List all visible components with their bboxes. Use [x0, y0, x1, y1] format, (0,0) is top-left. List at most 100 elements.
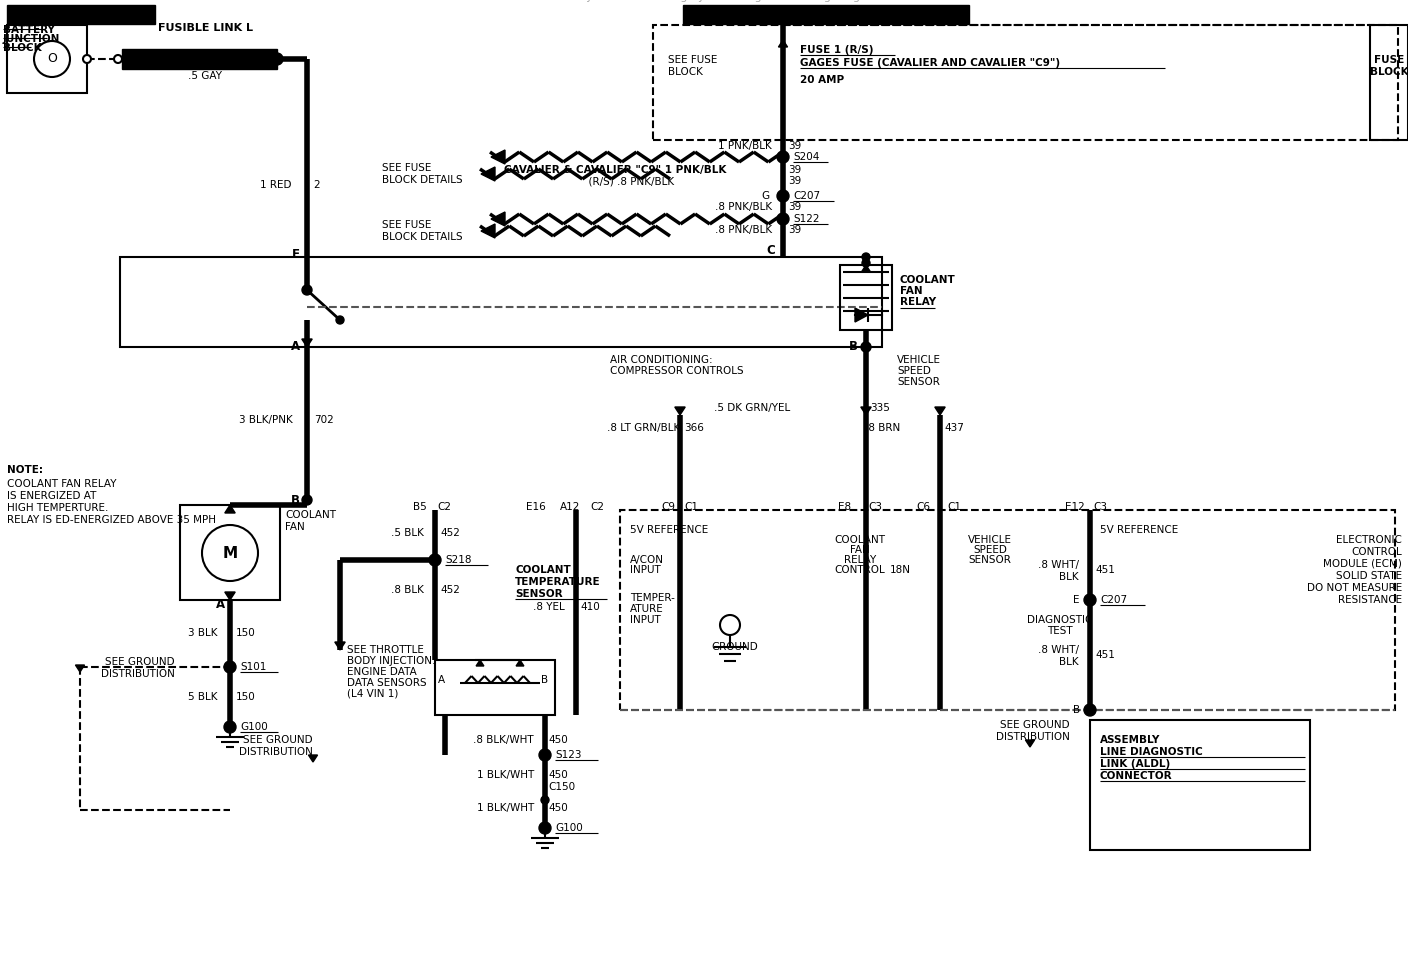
Text: RELAY: RELAY: [843, 555, 876, 565]
Text: C207: C207: [1100, 595, 1128, 605]
Text: 39: 39: [788, 202, 801, 212]
Text: C3: C3: [867, 502, 881, 512]
Text: BODY INJECTION:: BODY INJECTION:: [346, 656, 435, 666]
Bar: [1090, 720, 1309, 850]
Text: E: E: [1073, 595, 1080, 605]
Text: CONNECTOR: CONNECTOR: [1100, 771, 1173, 781]
Text: 20 AMP: 20 AMP: [800, 75, 845, 85]
Text: 1 BLK/WHT: 1 BLK/WHT: [477, 770, 534, 780]
Text: 452: 452: [439, 585, 460, 595]
Text: SEE GROUND: SEE GROUND: [244, 735, 313, 745]
Text: TEST: TEST: [1048, 626, 1073, 636]
Text: RESISTANCE: RESISTANCE: [1338, 595, 1402, 605]
Text: FAN: FAN: [900, 286, 922, 296]
Text: B: B: [1073, 705, 1080, 715]
Text: C2: C2: [436, 502, 451, 512]
Text: .8 LT GRN/BLK: .8 LT GRN/BLK: [607, 423, 680, 433]
Text: SEE THROTTLE: SEE THROTTLE: [346, 645, 424, 655]
Circle shape: [777, 213, 788, 225]
Text: FAN: FAN: [850, 545, 870, 555]
Text: 39: 39: [788, 141, 801, 151]
Text: A: A: [438, 675, 445, 685]
Polygon shape: [860, 407, 872, 415]
Text: COOLANT: COOLANT: [515, 565, 570, 575]
Text: SPEED: SPEED: [897, 366, 931, 376]
Text: .5 DK GRN/YEL: .5 DK GRN/YEL: [714, 403, 790, 413]
Polygon shape: [301, 339, 313, 347]
Text: SENSOR: SENSOR: [515, 589, 563, 599]
Circle shape: [270, 53, 283, 65]
Text: DISTRIBUTION: DISTRIBUTION: [239, 747, 313, 757]
Circle shape: [1084, 594, 1095, 606]
Text: COOLANT: COOLANT: [835, 535, 886, 545]
Polygon shape: [935, 407, 945, 415]
Text: A: A: [291, 341, 300, 353]
Text: CONTROL: CONTROL: [1352, 547, 1402, 557]
Text: BLOCK: BLOCK: [667, 67, 703, 77]
Text: 1 BLK/WHT: 1 BLK/WHT: [477, 803, 534, 813]
Text: 5V REFERENCE: 5V REFERENCE: [1100, 525, 1178, 535]
Text: E16: E16: [527, 502, 546, 512]
Text: LINK (ALDL): LINK (ALDL): [1100, 759, 1170, 769]
Text: 702: 702: [314, 415, 334, 425]
Circle shape: [777, 190, 788, 202]
Text: .8 PNK/BLK: .8 PNK/BLK: [715, 225, 772, 235]
Text: 39: 39: [788, 176, 801, 186]
Text: HOT IN RUN, BULB TEST OR START: HOT IN RUN, BULB TEST OR START: [725, 10, 926, 20]
Text: C1: C1: [948, 502, 962, 512]
Text: 2002 Chevy Cavalier Cooling System Diagram - Wiring Diagram: 2002 Chevy Cavalier Cooling System Diagr…: [525, 0, 883, 2]
Circle shape: [224, 721, 237, 733]
Text: 5 BLK: 5 BLK: [189, 692, 218, 702]
Text: DATA SENSORS: DATA SENSORS: [346, 678, 427, 688]
Circle shape: [429, 554, 441, 566]
Circle shape: [777, 151, 788, 163]
Bar: [1370, 25, 1408, 140]
Text: 2: 2: [313, 180, 320, 190]
Text: 3 BLK: 3 BLK: [189, 628, 218, 638]
Text: NOTE:: NOTE:: [7, 465, 44, 475]
Text: S101: S101: [239, 662, 266, 672]
Text: SEE FUSE: SEE FUSE: [382, 163, 431, 173]
Text: (R/S) .8 PNK/BLK: (R/S) .8 PNK/BLK: [504, 176, 674, 186]
Text: SEE GROUND: SEE GROUND: [1000, 720, 1070, 730]
Text: C1: C1: [684, 502, 698, 512]
Text: S204: S204: [793, 152, 819, 162]
Text: 1 RED: 1 RED: [259, 180, 291, 190]
Circle shape: [862, 253, 870, 261]
Polygon shape: [482, 224, 496, 238]
Circle shape: [114, 55, 122, 63]
Text: VEHICLE: VEHICLE: [897, 355, 941, 365]
Text: 150: 150: [237, 628, 256, 638]
Circle shape: [539, 822, 551, 834]
Text: C3: C3: [1093, 502, 1107, 512]
Text: JUNCTION: JUNCTION: [3, 34, 61, 44]
Polygon shape: [862, 265, 870, 272]
Polygon shape: [674, 407, 686, 415]
Text: B5: B5: [414, 502, 427, 512]
Text: COOLANT: COOLANT: [284, 510, 337, 520]
Text: S122: S122: [793, 214, 819, 224]
Text: BLOCK: BLOCK: [3, 43, 42, 53]
Text: G: G: [762, 191, 770, 201]
Text: DO NOT MEASURE: DO NOT MEASURE: [1307, 583, 1402, 593]
Text: AIR CONDITIONING:: AIR CONDITIONING:: [610, 355, 712, 365]
Polygon shape: [1025, 740, 1035, 747]
Text: ENGINE DATA: ENGINE DATA: [346, 667, 417, 677]
Text: .8 BLK: .8 BLK: [391, 585, 424, 595]
Polygon shape: [517, 660, 524, 666]
Polygon shape: [476, 660, 484, 666]
Text: 335: 335: [870, 403, 890, 413]
Polygon shape: [76, 665, 84, 672]
Text: BATTERY: BATTERY: [3, 25, 55, 35]
Text: .8 YEL: .8 YEL: [534, 602, 565, 612]
Text: RELAY: RELAY: [900, 297, 936, 307]
Text: BLK: BLK: [1059, 572, 1079, 582]
Text: 39: 39: [788, 225, 801, 235]
Text: TEMPER-: TEMPER-: [629, 593, 674, 603]
Polygon shape: [482, 167, 496, 181]
Polygon shape: [855, 308, 867, 322]
Text: A12: A12: [559, 502, 580, 512]
Text: DISTRIBUTION: DISTRIBUTION: [101, 669, 175, 679]
Text: DIAGNOSTIC: DIAGNOSTIC: [1028, 615, 1093, 625]
Bar: [683, 5, 969, 24]
